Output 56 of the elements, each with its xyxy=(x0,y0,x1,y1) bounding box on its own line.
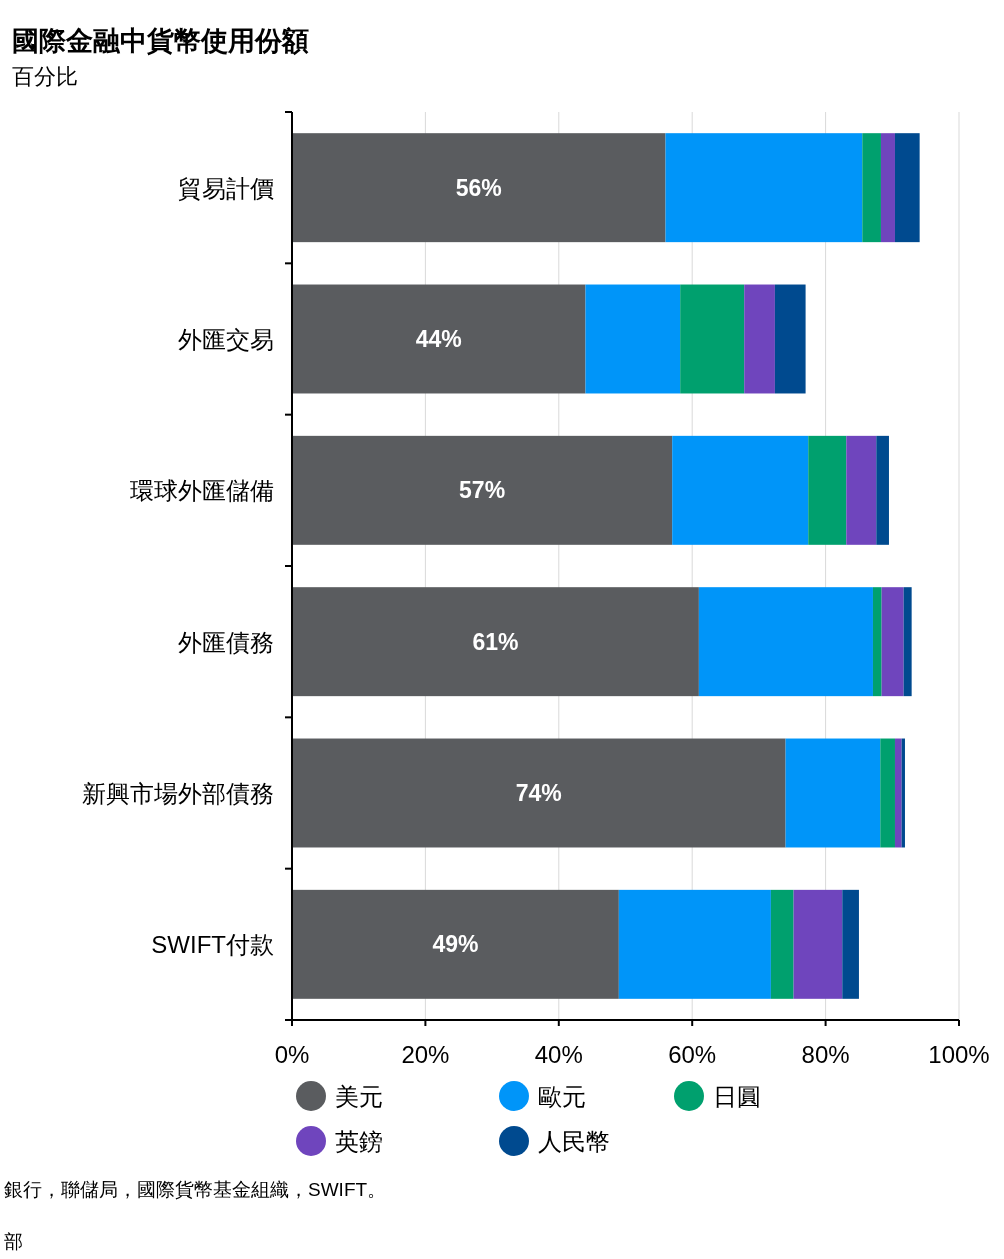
legend-label: 歐元 xyxy=(538,1083,586,1110)
x-tick-label: 20% xyxy=(401,1041,450,1068)
bar xyxy=(292,889,619,999)
bar xyxy=(292,435,673,545)
y-tick-label: 外匯交易 xyxy=(178,326,274,353)
bar xyxy=(881,587,904,697)
bar xyxy=(862,133,881,243)
bar xyxy=(872,587,882,697)
bar xyxy=(292,284,586,394)
bar xyxy=(665,133,863,243)
bar xyxy=(894,133,920,243)
chart-title: 國際金融中貨幣使用份額 xyxy=(12,26,309,56)
bar xyxy=(292,587,699,697)
x-tick-label: 60% xyxy=(668,1041,717,1068)
bar xyxy=(876,435,889,545)
bar xyxy=(698,587,873,697)
data-label: 44% xyxy=(415,326,462,352)
data-label: 74% xyxy=(515,780,562,806)
y-tick-label: 貿易計價 xyxy=(178,174,274,202)
data-label: 57% xyxy=(459,477,506,504)
y-tick-label: 外匯債務 xyxy=(178,628,274,656)
x-tick-label: 40% xyxy=(534,1041,583,1068)
legend-label: 美元 xyxy=(335,1083,383,1110)
data-label: 56% xyxy=(455,174,502,201)
bar xyxy=(744,284,775,394)
bar xyxy=(894,738,902,848)
bar xyxy=(672,435,809,545)
bar xyxy=(793,889,843,999)
legend-label: 人民幣 xyxy=(538,1128,610,1155)
text: 部 xyxy=(4,1231,23,1252)
bar xyxy=(785,738,881,848)
bar xyxy=(808,435,847,545)
data-label: 61% xyxy=(472,628,519,655)
text: 銀行，聯儲局，國際貨幣基金組織，SWIFT。 xyxy=(4,1179,387,1200)
bar xyxy=(880,133,895,243)
x-tick-label: 100% xyxy=(928,1041,990,1068)
bar xyxy=(618,889,771,999)
bar xyxy=(903,587,912,697)
bar xyxy=(585,284,681,394)
x-tick-label: 0% xyxy=(274,1041,310,1068)
text: 百分比 xyxy=(12,64,78,89)
bar xyxy=(846,435,877,545)
y-tick-label: 新興市場外部債務 xyxy=(82,780,274,807)
legend-label: 英鎊 xyxy=(335,1128,383,1155)
data-label: 49% xyxy=(432,931,479,958)
bar xyxy=(774,284,806,394)
legend-label: 日圓 xyxy=(713,1083,761,1110)
bar xyxy=(292,133,666,243)
bar xyxy=(842,889,859,999)
bar xyxy=(770,889,794,999)
bar xyxy=(292,738,786,848)
bar xyxy=(680,284,745,394)
y-tick-label: SWIFT付款 xyxy=(151,931,274,959)
x-tick-label: 80% xyxy=(801,1041,850,1068)
y-tick-label: 環球外匯儲備 xyxy=(130,477,274,505)
bar xyxy=(880,738,895,848)
